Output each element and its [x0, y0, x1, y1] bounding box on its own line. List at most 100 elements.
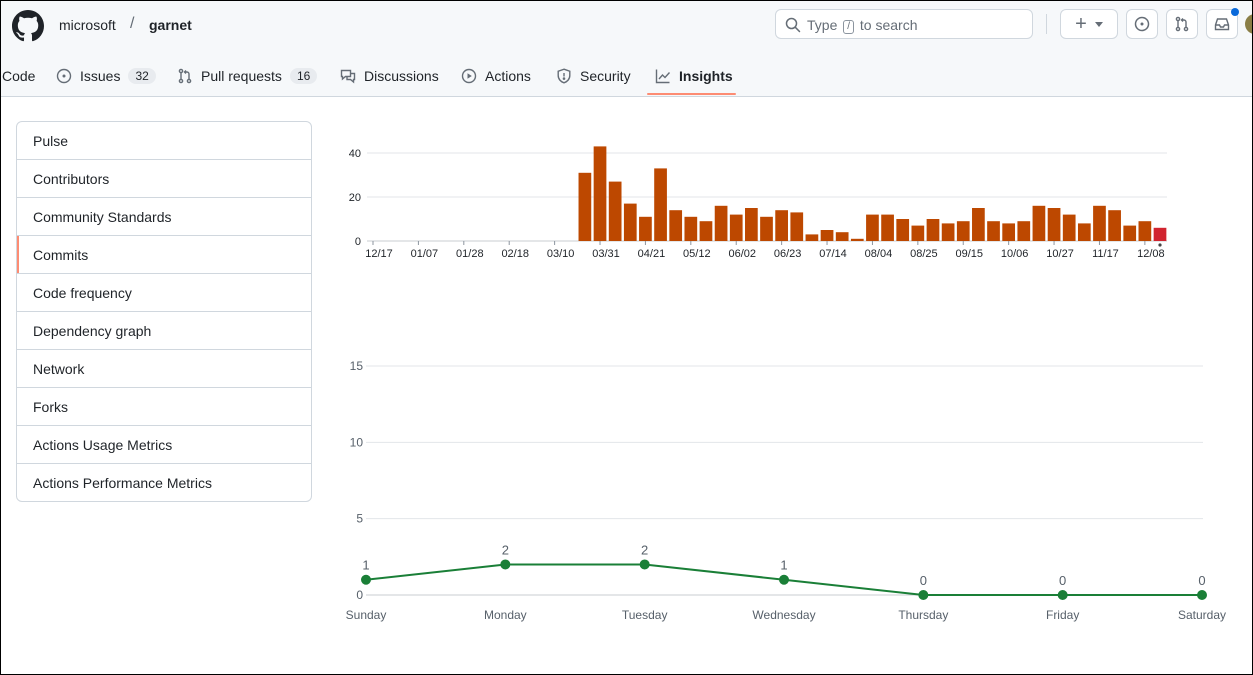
- tab-security[interactable]: Security: [556, 56, 631, 96]
- bar-chart-bar: [972, 208, 985, 241]
- line-chart-value-label: 2: [641, 542, 648, 557]
- bar-chart-bar: [729, 214, 743, 241]
- sidebar-item-actions-usage-metrics[interactable]: Actions Usage Metrics: [17, 425, 311, 463]
- bar-chart-bar: [684, 216, 698, 241]
- triangle-down-icon: [1094, 21, 1103, 27]
- bar-chart-bar: [1077, 223, 1091, 241]
- tab-label: Insights: [679, 68, 733, 84]
- sidebar-item-contributors[interactable]: Contributors: [17, 159, 311, 197]
- line-chart-value-label: 1: [362, 558, 369, 573]
- sidebar-item-code-frequency[interactable]: Code frequency: [17, 273, 311, 311]
- bar-chart-x-tick-label: 01/07: [411, 248, 439, 260]
- bar-chart-bar: [623, 203, 637, 241]
- sidebar-item-community-standards[interactable]: Community Standards: [17, 197, 311, 235]
- pull-requests-count-badge: 16: [289, 68, 318, 84]
- tab-label: Actions: [485, 68, 531, 84]
- line-chart-x-tick-label: Tuesday: [622, 608, 668, 622]
- line-chart-y-tick-label: 5: [356, 512, 363, 526]
- bar-chart-bar: [1123, 225, 1137, 241]
- line-chart-point: [639, 559, 650, 570]
- bar-chart-x-tick-label: 03/31: [592, 248, 620, 260]
- bar-chart-x-tick-label: 10/06: [1001, 248, 1029, 260]
- pull-request-icon: [178, 68, 192, 84]
- sidebar-item-dependency-graph[interactable]: Dependency graph: [17, 311, 311, 349]
- line-chart-x-tick-label: Monday: [484, 608, 527, 622]
- line-chart-y-tick-label: 0: [356, 588, 363, 602]
- line-chart-y-tick-label: 15: [350, 359, 364, 373]
- line-chart-x-tick-label: Friday: [1046, 608, 1079, 622]
- bar-chart-bar: [654, 168, 667, 241]
- bar-chart-bar: [956, 221, 970, 241]
- discussion-icon: [340, 69, 356, 84]
- bar-chart-bar: [714, 205, 728, 241]
- bar-chart-x-tick-label: 07/14: [819, 248, 847, 260]
- search-icon: [785, 17, 801, 33]
- owner-link[interactable]: microsoft: [59, 17, 116, 33]
- bar-chart-bar: [699, 221, 713, 241]
- sidebar-item-forks[interactable]: Forks: [17, 387, 311, 425]
- line-chart-y-tick-label: 10: [350, 435, 364, 449]
- bar-chart-bar: [1062, 214, 1076, 241]
- line-chart-value-label: 1: [780, 558, 787, 573]
- bar-chart-x-tick-label: 04/21: [638, 248, 666, 260]
- notification-indicator: [1231, 8, 1239, 16]
- search-input[interactable]: Type / to search: [775, 9, 1033, 39]
- tab-discussions[interactable]: Discussions: [340, 56, 439, 96]
- tab-insights[interactable]: Insights: [655, 56, 733, 96]
- issues-button[interactable]: [1126, 9, 1158, 39]
- bar-chart-bar: [790, 212, 804, 241]
- sidebar-item-commits[interactable]: Commits: [17, 235, 311, 273]
- issue-icon: [56, 68, 72, 84]
- tab-label: Code: [2, 68, 36, 84]
- bar-chart-x-tick-label: 11/17: [1092, 248, 1119, 260]
- bar-chart-bar: [881, 214, 894, 241]
- search-placeholder: Type / to search: [807, 17, 918, 34]
- line-chart-value-label: 0: [920, 573, 927, 588]
- github-logo-icon[interactable]: [12, 10, 44, 42]
- shield-icon: [557, 68, 571, 84]
- bar-chart-bar: [1047, 208, 1061, 241]
- avatar[interactable]: [1245, 14, 1253, 34]
- sidebar-item-pulse[interactable]: Pulse: [33, 132, 69, 149]
- bar-chart-x-tick-label: 06/02: [728, 248, 756, 260]
- create-new-button[interactable]: +: [1060, 9, 1118, 39]
- bar-chart-x-tick-label: 12/17: [365, 248, 393, 260]
- tab-label: Issues: [80, 68, 121, 84]
- tab-actions[interactable]: Actions: [461, 56, 531, 96]
- bar-chart-selected-week-marker: [1158, 243, 1162, 247]
- sidebar-item-actions-performance-metrics[interactable]: Actions Performance Metrics: [17, 463, 311, 501]
- pull-requests-button[interactable]: [1166, 9, 1198, 39]
- bar-chart-bar: [911, 225, 925, 241]
- tab-code[interactable]: Code: [2, 56, 35, 96]
- line-chart-point: [361, 574, 371, 585]
- bar-chart-bar: [1002, 223, 1016, 241]
- issue-opened-icon: [1134, 16, 1150, 32]
- bar-chart-x-tick-label: 12/08: [1137, 248, 1165, 260]
- plus-icon: +: [1075, 12, 1087, 35]
- sidebar-item-network[interactable]: Network: [17, 349, 311, 387]
- bar-chart-bar: [1138, 221, 1152, 241]
- bar-chart-y-tick-label: 20: [349, 192, 361, 204]
- bar-chart-bar: [745, 208, 758, 241]
- bar-chart-x-tick-label: 08/25: [910, 248, 938, 260]
- breadcrumb-separator: /: [130, 15, 135, 32]
- bar-chart-bar: [1032, 205, 1046, 241]
- inbox-icon: [1214, 18, 1230, 31]
- line-chart-x-tick-label: Saturday: [1178, 608, 1226, 622]
- tab-pull-requests[interactable]: Pull requests 16: [177, 56, 318, 96]
- bar-chart-bar: [835, 232, 849, 241]
- bar-chart-bar: [866, 214, 879, 241]
- bar-chart-x-tick-label: 08/04: [865, 248, 893, 260]
- search-shortcut-key: /: [843, 20, 855, 34]
- bar-chart-bar: [1153, 227, 1167, 241]
- bar-chart-bar: [1093, 205, 1106, 241]
- bar-chart-bar: [896, 219, 910, 241]
- bar-chart-y-tick-label: 40: [349, 148, 361, 160]
- bar-chart-x-tick-label: 01/28: [456, 248, 484, 260]
- line-chart-value-label: 2: [502, 542, 509, 557]
- tab-issues[interactable]: Issues 32: [56, 56, 156, 96]
- bar-chart-bar: [941, 223, 955, 241]
- repo-link[interactable]: garnet: [149, 17, 192, 33]
- bar-chart-bar: [593, 146, 607, 241]
- bar-chart-bar: [820, 230, 834, 241]
